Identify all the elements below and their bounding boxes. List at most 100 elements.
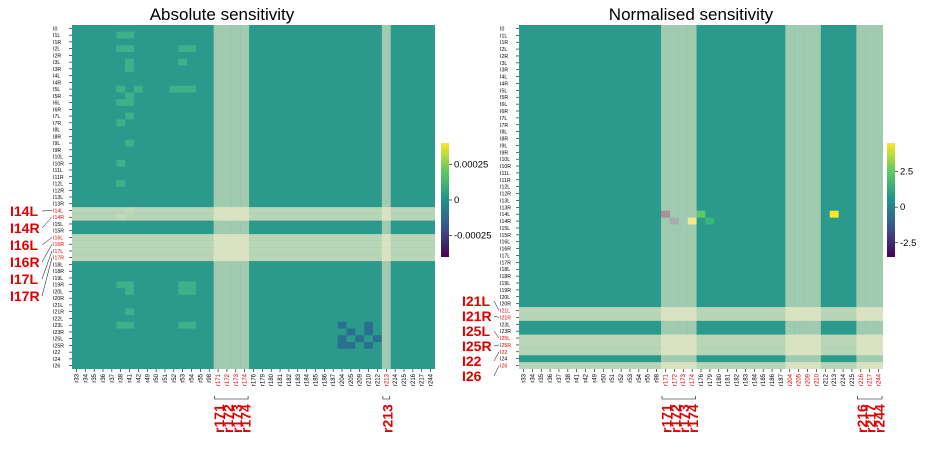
- annotation-leader: [493, 300, 500, 311]
- heatmap-cell: [169, 85, 179, 93]
- annotation-label: r217: [863, 404, 879, 433]
- highlighted-row-band: [519, 313, 883, 321]
- column-tick-label: r215: [850, 373, 856, 386]
- row-tick-label: I19R: [53, 283, 64, 289]
- row-tick-label: I13R: [53, 202, 64, 208]
- row-tick-label: I5L: [500, 88, 507, 94]
- annotation-leader: [41, 244, 53, 263]
- row-tick-label: I0: [500, 26, 504, 32]
- annotation-leader: [493, 330, 500, 339]
- heatmap-cell: [705, 217, 715, 225]
- column-tick-label: r213: [832, 373, 838, 386]
- highlighted-column-band: [669, 25, 679, 369]
- column-tick-label: r49: [592, 373, 598, 382]
- row-tick-label: I15R: [500, 233, 511, 239]
- heatmap-cell: [125, 65, 134, 73]
- row-tick-label: I9R: [53, 148, 61, 154]
- row-tick-label: I23L: [53, 323, 63, 329]
- annotation-label: I21L: [462, 293, 490, 309]
- column-tick-label: r38: [119, 373, 125, 382]
- heatmap-cell: [364, 342, 374, 349]
- annotation-label: r171: [658, 404, 674, 433]
- column-tick-label: r184: [305, 373, 311, 386]
- row-tick-label: I11R: [500, 178, 511, 184]
- highlighted-column-band: [785, 25, 795, 369]
- annotation-leader: [41, 250, 53, 280]
- row-tick-label: I2L: [53, 47, 60, 53]
- column-tick-label: r182: [287, 373, 293, 386]
- heatmap-cell: [337, 342, 347, 349]
- annotation-label: I25L: [462, 323, 490, 339]
- heatmap-cell: [116, 180, 126, 187]
- column-tick-label: r179: [260, 373, 266, 386]
- column-tick-label: r51: [163, 373, 169, 382]
- annotation-label: I17L: [10, 271, 38, 287]
- row-tick-label: I19R: [500, 288, 511, 294]
- row-tick-label: I24: [500, 357, 507, 363]
- row-tick-label: I13L: [53, 195, 63, 201]
- heatmap-cell: [178, 321, 188, 329]
- heatmap-cell: [178, 85, 188, 93]
- row-tick-label: I8R: [500, 137, 508, 143]
- column-tick-label: r55: [198, 373, 204, 382]
- row-tick-label: I22: [500, 350, 507, 356]
- heatmap-cell: [364, 328, 374, 336]
- row-tick-label: I13R: [500, 205, 511, 211]
- row-tick-label: I20R: [500, 302, 511, 308]
- highlighted-row-band: [519, 348, 883, 356]
- heatmap-cell: [337, 321, 347, 329]
- annotation-label: I14R: [10, 220, 40, 236]
- highlighted-row-band: [519, 307, 883, 314]
- annotation-bracket: [857, 396, 883, 400]
- row-tick-label: I26: [500, 364, 507, 370]
- column-tick-label: r172: [672, 373, 678, 386]
- row-tick-label: I14L: [500, 212, 510, 218]
- highlighted-column-band: [381, 25, 391, 369]
- column-tick-label: r52: [619, 373, 625, 382]
- row-tick-label: I4L: [53, 74, 60, 80]
- row-tick-label: I17R: [53, 256, 64, 262]
- row-tick-label: I4R: [500, 81, 508, 87]
- highlighted-row-band: [519, 334, 883, 342]
- row-tick-label: I2R: [500, 54, 508, 60]
- heatmap-cell: [178, 288, 188, 295]
- column-tick-label: r173: [681, 373, 687, 386]
- column-tick-label: r55: [646, 373, 652, 382]
- heatmap-area: [72, 25, 435, 369]
- highlighted-column-band: [661, 25, 670, 369]
- column-tick-label: r182: [735, 373, 741, 386]
- annotation-leader: [41, 257, 53, 297]
- row-tick-label: I10L: [500, 157, 510, 163]
- column-tick-label: r213: [384, 373, 390, 386]
- row-tick-label: I21R: [53, 310, 64, 316]
- annotation-label: r173: [229, 404, 245, 433]
- column-tick-labels: r33 r34 r35 r36 r37 r38 r41 r42 r49 r50 r51 r52 r53 r…: [521, 369, 883, 386]
- title-absolute: Absolute sensitivity: [150, 5, 295, 24]
- heatmap-cell: [346, 328, 356, 336]
- column-tick-label: r210: [814, 373, 820, 386]
- column-tick-label: r183: [296, 373, 302, 386]
- highlighted-row-band: [519, 362, 883, 369]
- highlighted-row-band: [519, 341, 883, 349]
- annotation-label: I25R: [462, 338, 492, 354]
- annotation-label: r244: [872, 404, 888, 433]
- column-tick-label: r36: [548, 373, 554, 382]
- colorbar: 2.5 0 -2.5: [887, 143, 916, 257]
- highlighted-column-band: [856, 25, 866, 369]
- column-tick-label: r181: [726, 373, 732, 386]
- row-tick-label: I16R: [500, 247, 511, 253]
- column-tick-label: r186: [770, 373, 776, 386]
- column-tick-label: r49: [145, 373, 151, 382]
- row-tick-label: I6R: [500, 109, 508, 115]
- column-tick-label: r187: [331, 373, 337, 386]
- column-tick-label: r37: [110, 373, 116, 382]
- heatmap-cell: [116, 85, 126, 93]
- row-tick-label: I5R: [53, 94, 61, 100]
- heatmap-cell: [125, 112, 134, 120]
- heatmap-cell: [125, 58, 134, 66]
- column-tick-label: r180: [717, 373, 723, 386]
- heatmap-cell: [187, 85, 196, 93]
- row-tick-label: I18L: [500, 267, 510, 273]
- row-tick-label: I9L: [53, 141, 60, 147]
